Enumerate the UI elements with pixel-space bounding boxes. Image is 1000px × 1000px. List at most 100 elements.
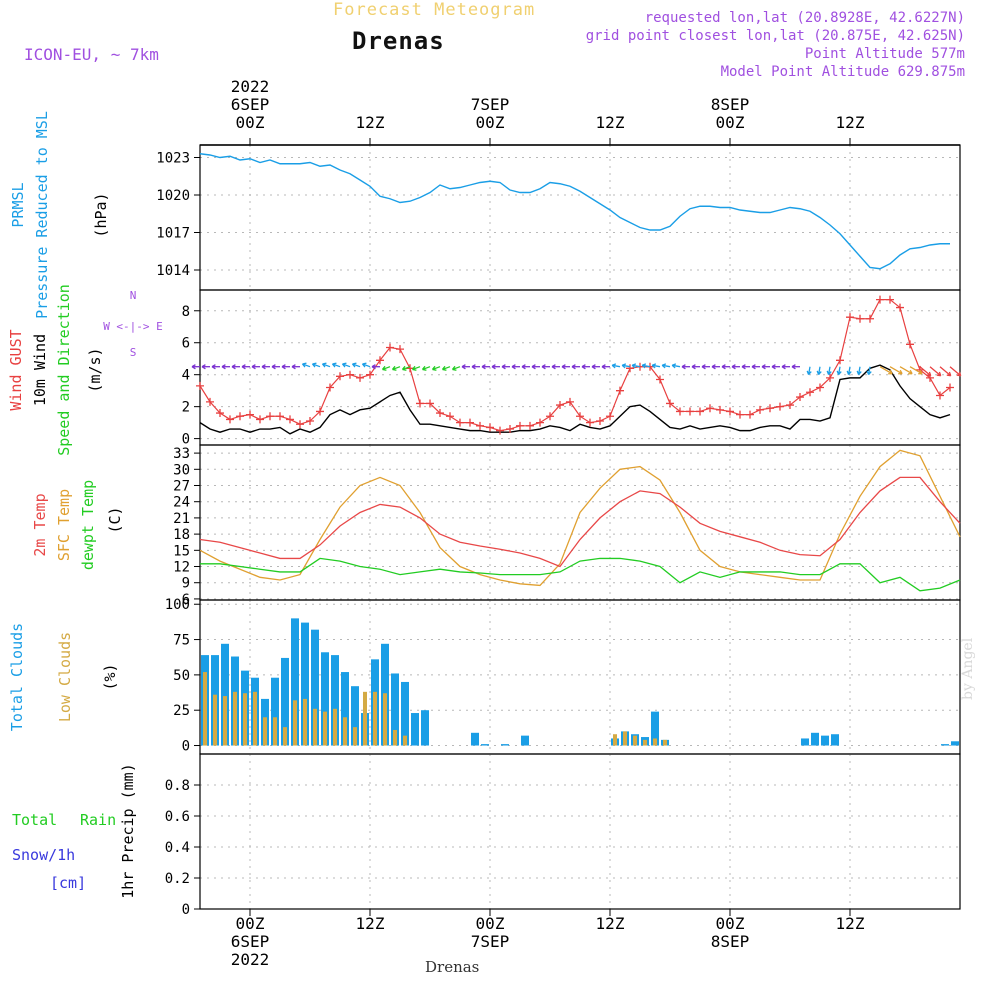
gust-marker: [256, 415, 264, 424]
total-cloud-bar: [501, 744, 509, 746]
time-label-bottom: 12Z: [836, 914, 865, 933]
gust-marker: [286, 415, 294, 424]
gust-marker: [206, 397, 214, 406]
dewpoint-line: [200, 557, 961, 592]
point-altitude: Point Altitude 577m: [804, 46, 965, 62]
wind-arrow-head: [591, 364, 596, 370]
low-cloud-bar: [653, 738, 657, 746]
total-cloud-bar: [351, 686, 359, 746]
total-cloud-bar: [411, 713, 419, 746]
y-tick-label: 0.6: [165, 809, 190, 825]
time-label-top: 00Z: [236, 113, 265, 132]
wind-arrow-head: [461, 364, 466, 370]
y-tick-label: 18: [173, 527, 190, 543]
gust-marker: [816, 383, 824, 392]
wind-arrow: [652, 364, 661, 368]
wind-arrow-head: [791, 364, 796, 370]
gust-marker: [386, 343, 394, 352]
total-cloud-bar: [311, 629, 319, 746]
low-cloud-bar: [243, 693, 247, 746]
wind-arrow: [402, 366, 411, 371]
low-cloud-bar: [323, 711, 327, 746]
gust-marker: [536, 418, 544, 427]
y-tick-label: 15: [173, 543, 190, 559]
wind-arrow: [909, 366, 923, 375]
location-title: Drenas: [352, 27, 445, 55]
wind-arrow: [342, 363, 351, 368]
wind-arrow-head: [581, 364, 586, 370]
total-cloud-bar: [801, 738, 809, 746]
clouds-unit: (%): [101, 663, 119, 690]
wind-arrow: [919, 366, 932, 377]
wind-speed-line: [199, 364, 951, 435]
gust-marker: [826, 373, 834, 382]
gust-marker: [486, 423, 494, 432]
legend-snow: Snow/1h: [12, 846, 75, 864]
wind-arrow-head: [291, 364, 296, 370]
y-tick-label: 0: [182, 902, 190, 918]
wind-arrow-head: [541, 364, 546, 370]
total-cloud-bar: [521, 735, 529, 746]
wind-arrow-head: [311, 362, 317, 368]
gust-marker: [766, 404, 774, 413]
pressure-line: [199, 153, 950, 270]
wind-arrow-head: [631, 363, 637, 369]
wind-arrow: [312, 363, 321, 368]
gust-marker: [246, 410, 254, 419]
gust-marker: [326, 383, 334, 392]
time-label-bottom: 12Z: [596, 914, 625, 933]
wind-arrow: [662, 364, 671, 368]
wind-arrow-head: [611, 363, 617, 369]
wind-arrow: [837, 366, 841, 375]
legend-total: Total: [12, 811, 57, 829]
wind-arrow-head: [561, 364, 566, 370]
wind-arrow-head: [681, 364, 686, 370]
gust-marker: [276, 412, 284, 421]
wind-arrow-head: [836, 370, 842, 376]
wind-arrow-head: [281, 364, 286, 370]
gust-marker: [756, 405, 764, 414]
wind-arrow-head: [856, 370, 862, 376]
gust-marker: [786, 401, 794, 410]
y-tick-label: 6: [182, 592, 190, 608]
panel-frame: [199, 753, 961, 910]
low-cloud-bar: [403, 735, 407, 746]
wind-arrow: [432, 366, 441, 371]
total-cloud-bar: [341, 672, 349, 746]
wind-arrow-head: [201, 364, 206, 370]
wind-arrow-head: [301, 362, 307, 368]
low-cloud-bar: [393, 729, 397, 746]
gust-marker: [196, 381, 204, 390]
low-cloud-bar: [373, 691, 377, 746]
precip-label: 1hr Precip (mm): [119, 763, 137, 898]
y-tick-label: 4: [182, 368, 190, 384]
gust-marker: [706, 404, 714, 413]
legend-rain: Rain: [80, 811, 116, 829]
gust-marker: [306, 417, 314, 426]
gust-marker: [316, 407, 324, 416]
y-tick-label: 0: [182, 432, 190, 448]
gust-marker: [416, 399, 424, 408]
gust-marker: [666, 399, 674, 408]
total-cloud-bar: [811, 732, 819, 746]
time-label-bottom: 7SEP: [471, 932, 510, 951]
wind-arrow-head: [761, 364, 766, 370]
total-cloud-bar: [221, 643, 229, 746]
low-cloud-bar: [663, 739, 667, 746]
total-cloud-bar: [831, 734, 839, 746]
wind-arrow-head: [826, 370, 832, 376]
requested-coords: requested lon,lat (20.8928E, 42.6227N): [644, 10, 965, 26]
wind-arrow-head: [221, 364, 226, 370]
gust-marker: [236, 412, 244, 421]
time-label-top: 00Z: [476, 113, 505, 132]
y-tick-label: 75: [173, 633, 190, 649]
wind-arrow-head: [661, 363, 667, 369]
gust-marker: [686, 407, 694, 416]
dewpoint-label: dewpt Temp: [79, 480, 97, 570]
time-label-bottom: 6SEP: [231, 932, 270, 951]
gust-marker: [446, 412, 454, 421]
wind-arrow-head: [721, 364, 726, 370]
low-cloud-bar: [383, 693, 387, 746]
y-tick-label: 1017: [156, 226, 190, 242]
wind-arrow-head: [471, 364, 476, 370]
